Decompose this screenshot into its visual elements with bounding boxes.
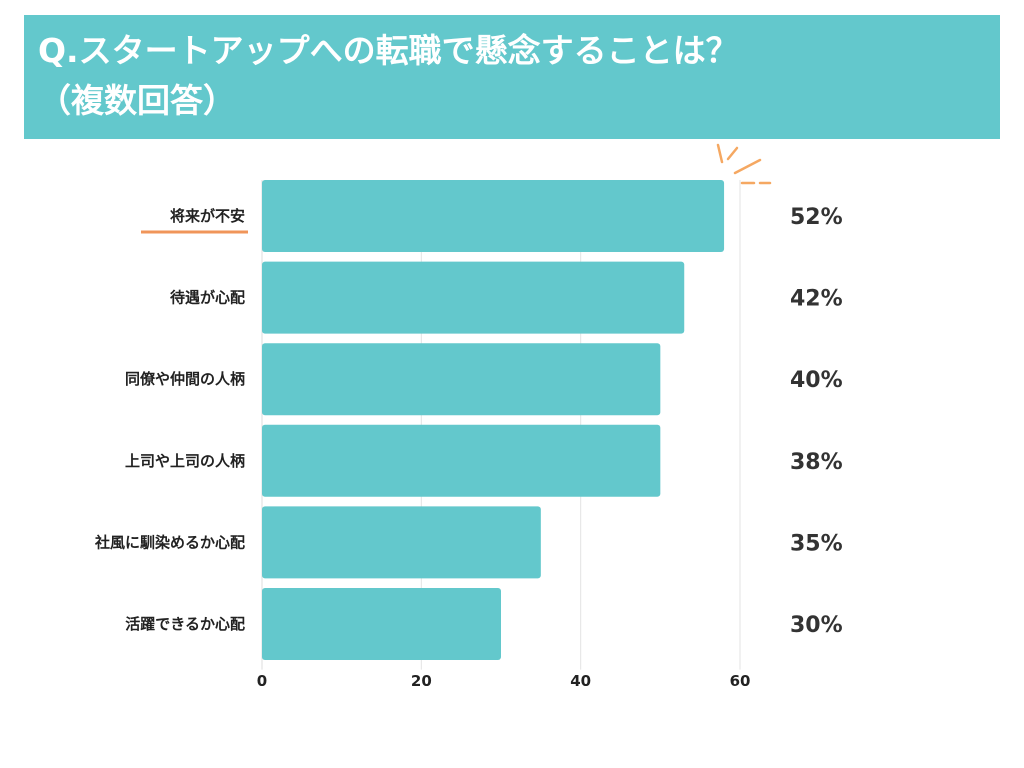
category-label: 将来が不安 <box>170 207 245 225</box>
bar <box>262 506 541 579</box>
x-tick-label: 60 <box>730 672 751 690</box>
labels: 0 20 40 60 将来が不安 52% 待遇が心配 42% 同僚や仲間の人柄 40% 上司や上司の… <box>94 205 843 690</box>
accent-mark <box>726 146 739 161</box>
bars <box>262 180 725 660</box>
category-label: 活躍できるか心配 <box>125 615 245 633</box>
category-label: 同僚や仲間の人柄 <box>125 370 245 388</box>
category-label: 上司や上司の人柄 <box>125 452 245 470</box>
highlight-accent <box>141 143 772 234</box>
bar <box>262 588 501 660</box>
value-label: 40% <box>790 368 843 393</box>
value-label: 30% <box>790 613 843 638</box>
value-label: 38% <box>790 450 843 475</box>
title-banner <box>24 15 1000 139</box>
category-label: 待遇が心配 <box>170 289 245 307</box>
x-tick-label: 40 <box>570 672 591 690</box>
accent-mark <box>716 143 724 164</box>
value-label: 35% <box>790 531 843 556</box>
bar <box>262 261 685 334</box>
bar <box>262 343 661 416</box>
x-tick-label: 0 <box>257 672 267 690</box>
accent-mark <box>733 158 762 175</box>
chart-title: Q.スタートアップへの転職で懸念することは？ （複数回答） <box>38 31 739 120</box>
value-label: 42% <box>790 287 843 312</box>
category-label: 社風に馴染めるか心配 <box>94 533 245 551</box>
x-tick-label: 20 <box>411 672 432 690</box>
value-label: 52% <box>790 205 843 230</box>
bar <box>262 180 725 252</box>
bar <box>262 424 661 497</box>
